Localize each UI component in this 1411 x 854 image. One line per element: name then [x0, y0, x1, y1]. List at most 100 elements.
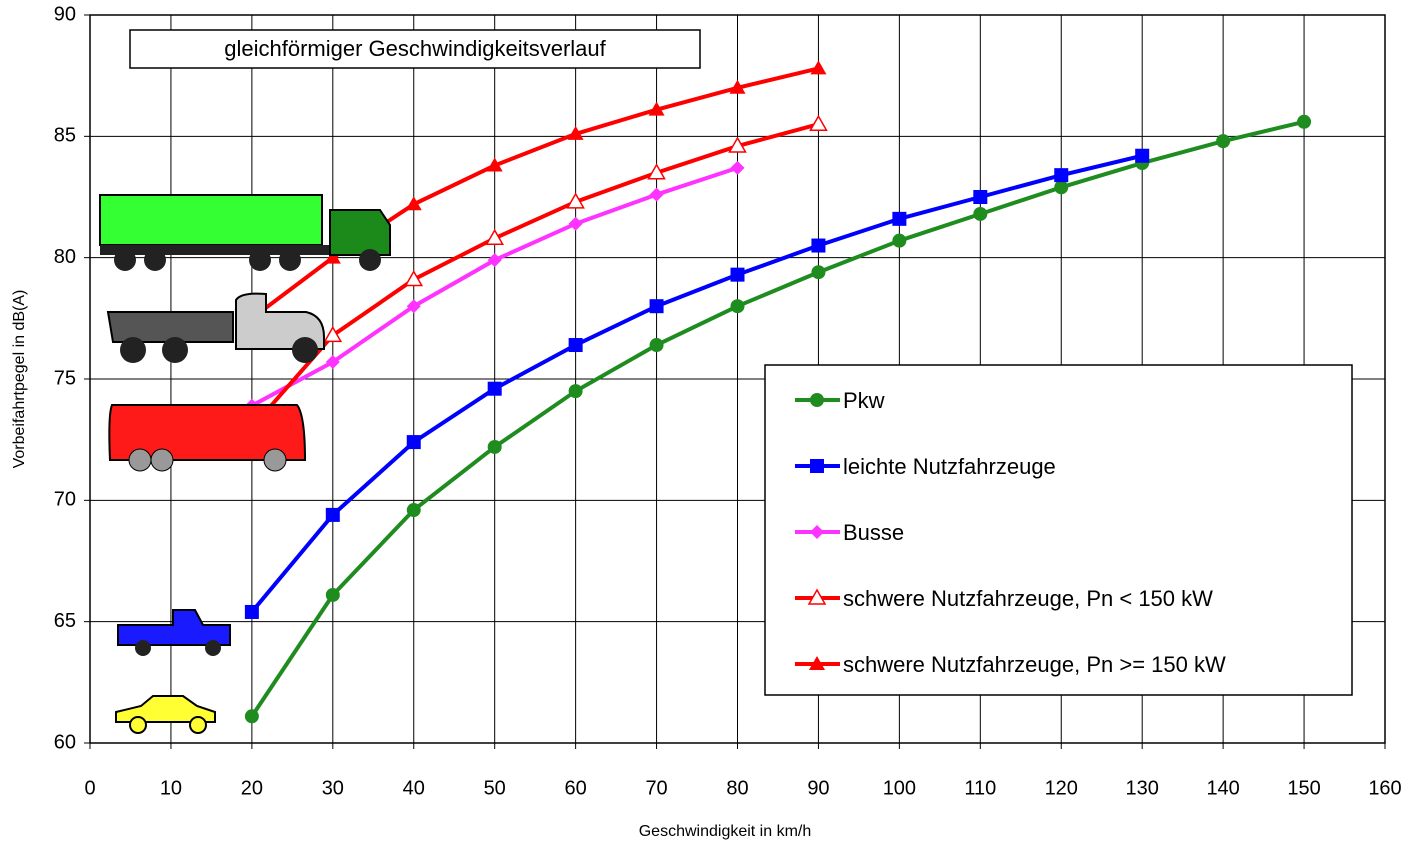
marker	[485, 228, 504, 246]
marker	[487, 439, 502, 454]
x-tick-label: 120	[1045, 777, 1078, 799]
series-line	[250, 119, 1305, 718]
marker	[568, 384, 583, 399]
y-tick-label: 60	[54, 731, 76, 753]
marker	[324, 249, 341, 264]
plot-frame	[89, 14, 1386, 744]
y-tick-label: 75	[54, 367, 76, 389]
marker	[649, 187, 664, 202]
marker	[730, 267, 745, 282]
legend-label: Busse	[843, 520, 904, 545]
y-tick-label: 90	[54, 3, 76, 25]
x-tick-label: 50	[484, 777, 506, 799]
marker	[325, 587, 340, 602]
marker	[809, 114, 828, 131]
y-tick-label: 85	[54, 125, 76, 147]
legend-label: schwere Nutzfahrzeuge, Pn >= 150 kW	[843, 652, 1226, 677]
marker	[1135, 148, 1150, 163]
icon-wheel	[144, 249, 166, 271]
x-tick-label: 150	[1287, 777, 1320, 799]
x-tick-label: 40	[403, 777, 425, 799]
icon-dump-cab	[235, 292, 325, 350]
marker	[810, 525, 824, 539]
series-line	[250, 122, 819, 429]
x-tick-label: 130	[1126, 777, 1159, 799]
y-tick-label: 70	[54, 489, 76, 511]
x-tick-label: 90	[807, 777, 829, 799]
icon-wheel	[263, 448, 287, 472]
marker	[1054, 180, 1069, 195]
legend-label: schwere Nutzfahrzeuge, Pn < 150 kW	[843, 586, 1213, 611]
marker	[406, 503, 421, 518]
marker	[1054, 168, 1069, 183]
y-tick-label: 65	[54, 610, 76, 632]
marker	[404, 269, 424, 287]
marker	[809, 656, 825, 670]
marker	[811, 265, 826, 280]
icon-cab	[329, 209, 391, 256]
marker	[406, 435, 421, 450]
y-tick-label: 80	[54, 246, 76, 268]
icon-wheel	[205, 640, 221, 656]
icon-chassis	[100, 245, 390, 255]
marker	[648, 101, 665, 116]
marker	[811, 238, 826, 253]
icon-wheel	[135, 640, 151, 656]
marker	[729, 79, 746, 94]
icon-trailer	[99, 194, 323, 246]
legend-label: leichte Nutzfahrzeuge	[843, 454, 1056, 479]
x-tick-label: 110	[964, 777, 996, 799]
icon-wheel	[128, 448, 152, 472]
legend-entries: Pkw leichte Nutzfahrzeuge Busse schwere Nut…	[795, 388, 1226, 677]
icon-wheel	[292, 337, 318, 363]
marker	[647, 163, 666, 180]
marker	[807, 588, 827, 605]
marker	[730, 160, 745, 175]
marker	[973, 206, 988, 221]
marker	[486, 157, 503, 172]
marker	[406, 299, 421, 314]
series-line	[250, 153, 1143, 614]
x-axis-label: Geschwindigkeit in km/h	[639, 823, 812, 840]
icon-car	[115, 695, 216, 723]
marker	[568, 216, 583, 231]
vehicle-icons	[99, 194, 391, 734]
x-tick-label: 160	[1368, 777, 1401, 799]
title-box	[129, 29, 701, 69]
icon-wheel	[150, 448, 174, 472]
marker	[487, 253, 502, 268]
marker	[566, 192, 585, 209]
icon-bus	[108, 404, 307, 461]
grid: 60 65 70 75 80 85 90 0 10 20 30 40 50 60 70 80 90 100 110 1…	[54, 3, 1402, 799]
chart-title: gleichförmiger Geschwindigkeitsverlauf	[224, 36, 606, 61]
x-tick-label: 70	[645, 777, 667, 799]
marker	[323, 325, 343, 343]
marker	[244, 604, 259, 619]
marker	[325, 355, 340, 370]
marker	[405, 196, 422, 211]
marker	[973, 190, 988, 204]
icon-wheel	[359, 249, 381, 271]
icon-wheel	[189, 716, 207, 734]
legend	[764, 364, 1353, 696]
icon-wheel	[114, 249, 136, 271]
marker	[892, 211, 907, 226]
icon-wheel	[120, 337, 146, 363]
icon-dump-body	[106, 311, 234, 343]
y-axis-label: Vorbeifahrtpegel in dB(A)	[11, 290, 28, 469]
icon-pickup	[117, 609, 231, 646]
marker	[325, 507, 340, 522]
marker	[810, 459, 824, 473]
x-tick-label: 0	[84, 777, 95, 799]
icon-wheel	[129, 716, 147, 734]
icon-wheel	[249, 249, 271, 271]
x-tick-label: 100	[883, 777, 916, 799]
marker	[487, 381, 502, 396]
x-tick-label: 80	[726, 777, 748, 799]
marker	[1297, 114, 1312, 129]
x-tick-label: 140	[1206, 777, 1239, 799]
icon-wheel	[162, 337, 188, 363]
marker	[810, 60, 827, 75]
x-tick-label: 20	[241, 777, 263, 799]
